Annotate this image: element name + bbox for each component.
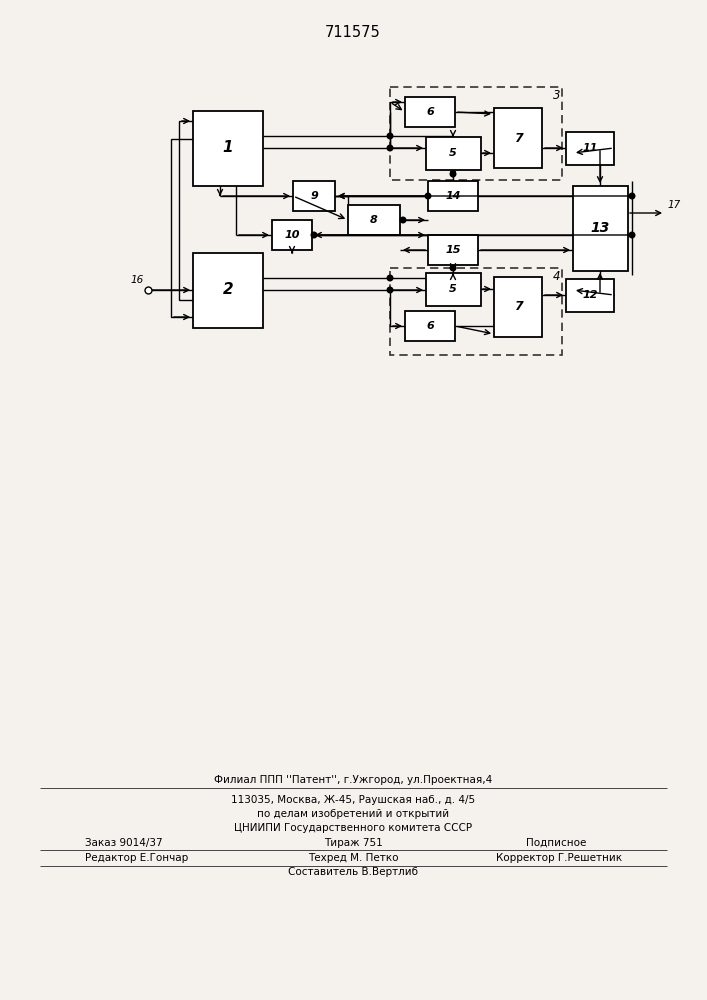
Text: по делам изобретений и открытий: по делам изобретений и открытий (257, 809, 450, 819)
Circle shape (311, 232, 317, 238)
Bar (566, 278, 614, 312)
Text: Тираж 751: Тираж 751 (324, 838, 383, 848)
Bar (193, 252, 263, 328)
Text: 6: 6 (426, 107, 434, 117)
Bar (272, 220, 312, 250)
Bar (390, 87, 562, 180)
Text: 16: 16 (131, 275, 144, 285)
Bar (348, 205, 400, 235)
Text: Филиал ППП ''Патент'', г.Ужгород, ул.Проектная,4: Филиал ППП ''Патент'', г.Ужгород, ул.Про… (214, 775, 493, 785)
Text: 12: 12 (583, 290, 597, 300)
Text: 113035, Москва, Ж-45, Раушская наб., д. 4/5: 113035, Москва, Ж-45, Раушская наб., д. … (231, 795, 476, 805)
Bar (405, 97, 455, 127)
Text: 17: 17 (668, 200, 682, 210)
Circle shape (400, 217, 406, 223)
Bar (566, 131, 614, 164)
Text: 15: 15 (445, 245, 461, 255)
Circle shape (387, 275, 393, 281)
Text: 14: 14 (445, 191, 461, 201)
Circle shape (387, 287, 393, 293)
Text: 7: 7 (513, 300, 522, 314)
Text: Подписное: Подписное (527, 838, 587, 848)
Text: 8: 8 (370, 215, 378, 225)
Text: ЦНИИПИ Государственного комитета СССР: ЦНИИПИ Государственного комитета СССР (235, 823, 472, 833)
Text: 11: 11 (583, 143, 597, 153)
Text: Составитель В.Вертлиб: Составитель В.Вертлиб (288, 867, 419, 877)
Bar (426, 272, 481, 306)
Bar (405, 311, 455, 341)
Bar (426, 136, 481, 169)
Text: 5: 5 (449, 148, 457, 158)
Text: Корректор Г.Решетник: Корректор Г.Решетник (496, 853, 622, 863)
Bar (293, 181, 335, 211)
Text: 10: 10 (284, 230, 300, 240)
Bar (390, 268, 562, 355)
Text: 1: 1 (223, 140, 233, 155)
Bar (573, 186, 628, 270)
Bar (428, 181, 478, 211)
Circle shape (425, 193, 431, 199)
Text: 2: 2 (223, 282, 233, 298)
Circle shape (387, 145, 393, 151)
Bar (494, 277, 542, 337)
Bar (494, 108, 542, 168)
Text: Заказ 9014/37: Заказ 9014/37 (85, 838, 163, 848)
Text: Техред М. Петко: Техред М. Петко (308, 853, 399, 863)
Text: Редактор Е.Гончар: Редактор Е.Гончар (85, 853, 188, 863)
Circle shape (450, 171, 456, 177)
Circle shape (629, 193, 635, 199)
Text: 13: 13 (590, 221, 609, 235)
Bar (193, 110, 263, 186)
Text: 5: 5 (449, 284, 457, 294)
Bar (428, 235, 478, 265)
Text: 3: 3 (552, 89, 560, 102)
Text: 711575: 711575 (325, 25, 381, 40)
Text: 6: 6 (426, 321, 434, 331)
Text: 7: 7 (513, 131, 522, 144)
Text: 9: 9 (310, 191, 318, 201)
Circle shape (629, 232, 635, 238)
Text: 4: 4 (552, 270, 560, 283)
Circle shape (387, 133, 393, 139)
Circle shape (450, 265, 456, 271)
